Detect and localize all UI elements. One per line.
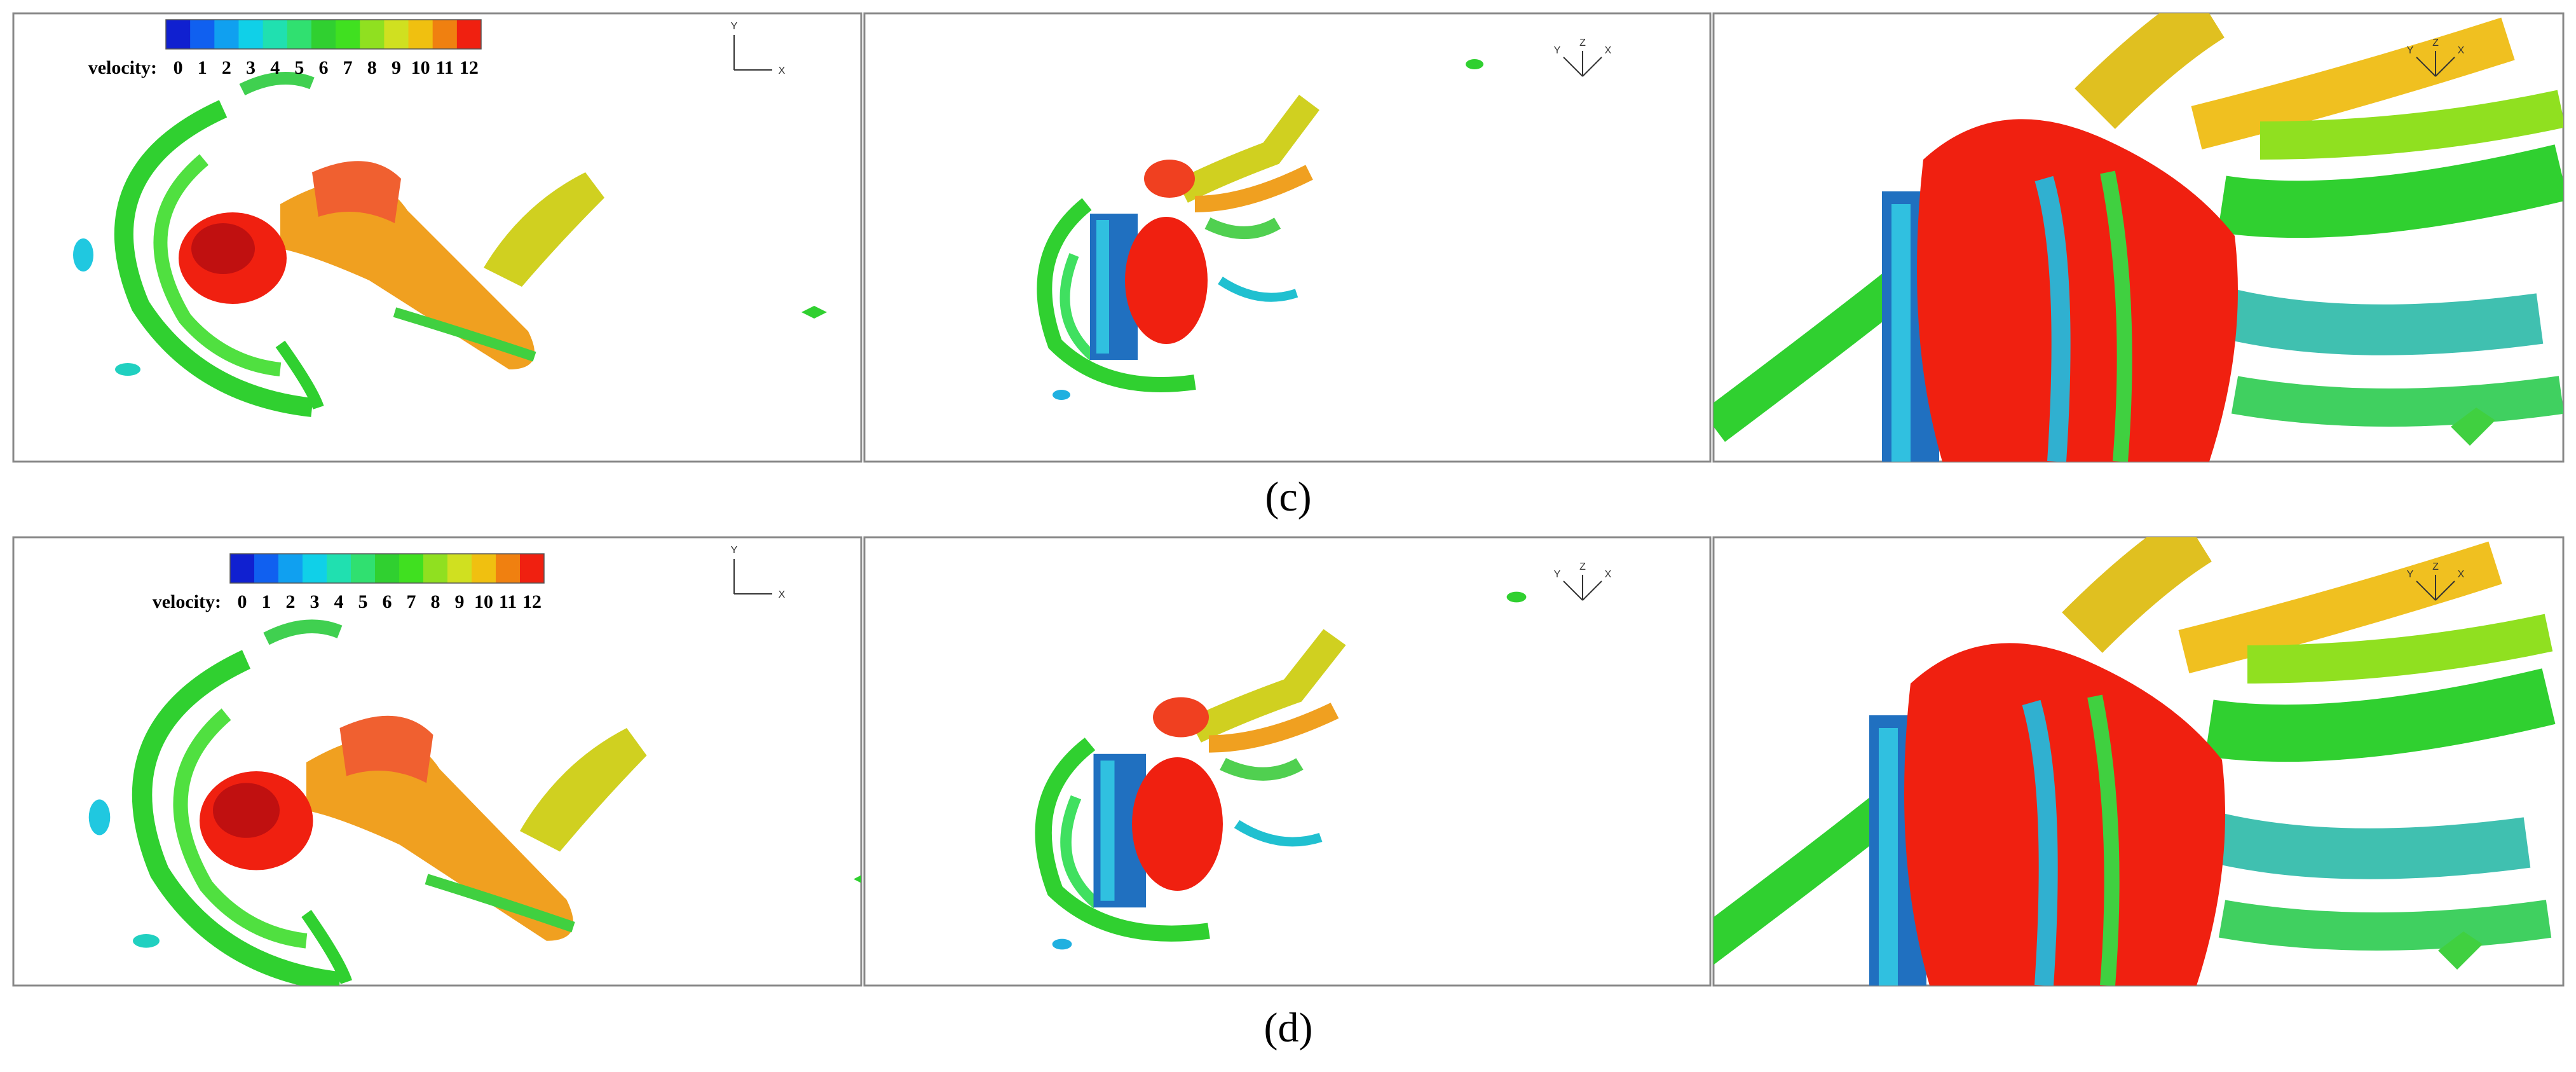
triad-lines [1563,575,1602,601]
panel-frame [12,536,862,987]
axis-label: Z [1579,561,1586,572]
colorbar-tick-label: 8 [367,57,377,78]
colorbar-cell [262,20,288,49]
axis-label: Y [1554,45,1561,56]
colorbar-cell [456,20,482,49]
colorbar-cell [254,554,279,583]
colorbar-tick-label: 11 [436,57,454,78]
colorbar-frame [165,19,482,50]
colorbar-tick-label: 3 [246,57,256,78]
colorbar-cell [472,554,496,583]
axis-label: Z [2432,38,2439,48]
flow-visual [89,626,880,982]
panel-frame [863,536,1712,987]
colorbar-title: velocity: [88,57,157,78]
axis-label: X [779,65,786,76]
colorbar-cell [447,554,472,583]
colorbar-cell [496,554,521,583]
colorbar-cell [278,554,303,583]
colorbar-tick-label: 8 [431,591,440,612]
colorbar-tick-label: 10 [411,57,430,78]
colorbar-cell [238,20,264,49]
axis-label: Y [731,545,738,556]
axis-label: Z [2432,561,2439,572]
colorbar-frame [229,553,545,584]
panel-frame [1712,536,2565,987]
colorbar-cell [351,554,376,583]
colorbar-tick-label: 12 [460,57,479,78]
colorbar-tick-label: 1 [198,57,207,78]
axis-label: Z [1579,38,1586,48]
triad-lines [1563,51,1602,77]
colorbar-tick-label: 0 [238,591,247,612]
colorbar-cell [303,554,327,583]
axis-label: Y [2407,569,2414,580]
colorbar-tick-label: 3 [310,591,320,612]
axis-label: X [2458,45,2465,56]
colorbar-tick-label: 2 [286,591,296,612]
colorbar-cell [230,554,255,583]
axis-label: X [779,589,786,600]
colorbar-cell [399,554,424,583]
axis-label: Y [2407,45,2414,56]
colorbar-tick-label: 2 [222,57,231,78]
axis-label: X [1605,45,1612,56]
colorbar-cell [520,554,545,583]
colorbar-tick-label: 6 [383,591,392,612]
colorbar-tick-label: 11 [499,591,517,612]
colorbar-cell [214,20,239,49]
colorbar-cell [360,20,385,49]
panel-frame [1712,12,2565,463]
triad-lines [733,35,772,71]
colorbar-cell [311,20,336,49]
triad-lines [2416,575,2455,601]
panel-grid [12,12,2565,987]
flow-visual [1714,13,2561,462]
colorbar-tick-label: 7 [343,57,353,78]
panel-frame [863,12,1712,463]
colorbar-tick-label: 0 [174,57,183,78]
colorbar-tick-label: 6 [319,57,329,78]
colorbar-tick-label: 1 [262,591,271,612]
colorbar-cell [166,20,191,49]
colorbar-tick-label: 9 [455,591,465,612]
triad-lines [733,559,772,594]
flow-visual [1044,59,1483,400]
axes-triad [733,35,2455,601]
flow-visual [1044,592,1527,950]
colorbar-tick-label: 7 [407,591,416,612]
colorbar-cell [408,20,433,49]
triad-lines [2416,51,2455,77]
axis-label: X [2458,569,2465,580]
colorbar-cell [190,20,215,49]
colorbar-cell [336,20,360,49]
colorbar-tick-label: 9 [392,57,401,78]
colorbar-cell [327,554,351,583]
colorbar-cell [375,554,400,583]
colorbar-tick-label: 5 [358,591,368,612]
colorbar-tick-label: 5 [294,57,304,78]
colorbar-tick-label: 4 [270,57,280,78]
colorbar-cell [432,20,458,49]
colorbar-tick-label: 4 [334,591,344,612]
colorbar-cell [423,554,448,583]
colorbar-title: velocity: [153,591,221,612]
colorbar-tick-label: 10 [474,591,493,612]
axis-label: Y [731,21,738,32]
axis-label: X [1605,569,1612,580]
panel-label: (c) [1265,474,1311,520]
triad-labels: Y X Y X Y Z X Y Z X Y Z X Y Z X [731,21,2465,600]
colorbar-cell [287,20,312,49]
colorbar-tick-label: 12 [522,591,542,612]
flow-visual [1701,537,2549,986]
flow-visual [73,78,827,408]
colorbar-cell [384,20,409,49]
panel-label: (d) [1264,1005,1313,1051]
panel-frame [12,12,862,463]
axis-label: Y [1554,569,1561,580]
